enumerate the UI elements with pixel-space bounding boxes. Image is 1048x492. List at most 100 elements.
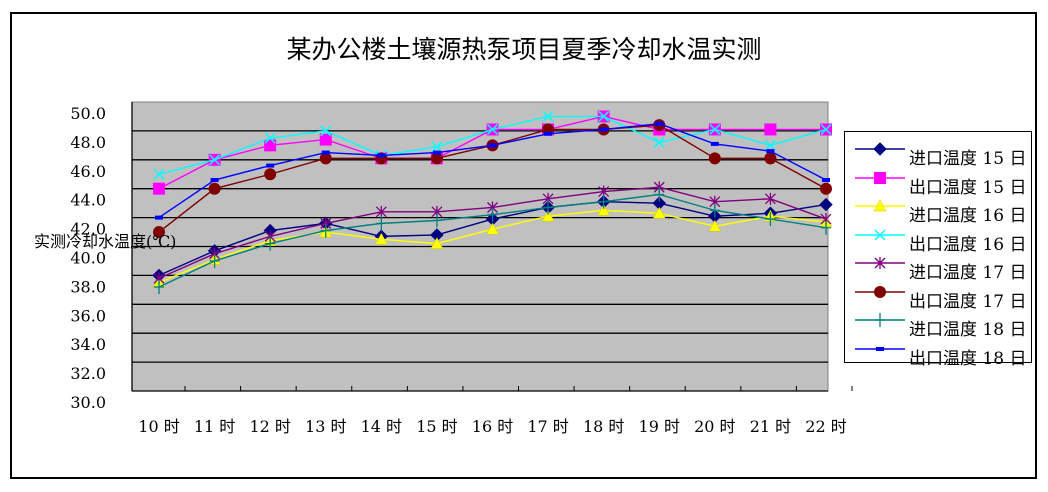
y-tick-label: 42.0 — [70, 220, 106, 239]
data-point-plus-icon — [431, 213, 442, 228]
data-point-x-icon — [542, 110, 554, 122]
data-point-triangle-icon — [541, 209, 555, 222]
data-point-plus-icon — [765, 212, 776, 227]
data-point-circle-icon — [264, 168, 277, 181]
legend-asterisk-icon — [855, 257, 905, 269]
x-tick-label: 13 时 — [305, 417, 346, 436]
data-point-square-icon — [319, 133, 332, 146]
data-point-triangle-icon — [430, 237, 444, 249]
legend-triangle-icon — [855, 199, 905, 212]
data-point-triangle-icon — [708, 219, 722, 232]
legend-label: 出口温度 17 日 — [909, 291, 1027, 312]
x-tick-label: 22 时 — [805, 417, 846, 436]
data-point-triangle-icon — [486, 222, 499, 235]
data-point-dash-icon — [599, 127, 608, 132]
legend-item: 进口温度 16 日 — [851, 197, 1031, 226]
legend-plus-icon — [855, 313, 905, 327]
legend-item: 出口温度 17 日 — [851, 283, 1031, 312]
legend-label: 进口温度 18 日 — [909, 320, 1027, 340]
data-point-circle-icon — [430, 152, 443, 165]
data-point-plus-icon — [320, 223, 331, 238]
data-point-circle-icon — [820, 182, 832, 195]
data-point-plus-icon — [598, 194, 609, 209]
data-point-square-icon — [264, 139, 277, 152]
data-point-dash-icon — [766, 149, 775, 154]
data-point-asterisk-icon — [375, 205, 387, 218]
y-tick-label: 48.0 — [70, 133, 106, 152]
data-point-triangle-icon — [374, 232, 388, 245]
data-point-dash-icon — [377, 153, 386, 158]
data-point-x-icon — [764, 139, 776, 151]
x-tick-label: 16 时 — [472, 417, 513, 436]
data-point-plus-icon — [543, 200, 554, 215]
legend-label: 出口温度 15 日 — [909, 177, 1027, 198]
data-point-dash-icon — [432, 150, 441, 155]
data-point-plus-icon — [821, 220, 831, 235]
data-point-dash-icon — [321, 150, 330, 155]
x-tick-label: 14 时 — [361, 417, 402, 436]
series-line — [154, 187, 831, 294]
y-axis-label: 实测冷却水温度(℃) — [34, 232, 177, 251]
y-tick-label: 44.0 — [70, 191, 106, 210]
data-point-dash-icon — [155, 215, 163, 220]
data-point-square-icon — [764, 123, 777, 136]
data-point-plus-icon — [265, 236, 276, 251]
legend-item: 出口温度 15 日 — [851, 169, 1031, 198]
x-tick-label: 20 时 — [694, 417, 735, 436]
y-tick-label: 30.0 — [70, 393, 106, 412]
data-point-x-icon — [431, 141, 443, 153]
x-tick-label: 12 时 — [249, 417, 290, 436]
data-point-x-icon — [264, 132, 276, 144]
legend-label: 进口温度 17 日 — [909, 263, 1027, 283]
data-point-triangle-icon — [652, 206, 666, 219]
legend-item: 出口温度 16 日 — [851, 226, 1031, 255]
data-point-x-icon — [209, 154, 221, 166]
data-point-x-icon — [653, 136, 665, 148]
legend-label: 出口温度 18 日 — [909, 348, 1027, 369]
data-point-dash-icon — [210, 178, 219, 183]
legend: 进口温度 15 日出口温度 15 日进口温度 16 日出口温度 16 日进口温度… — [844, 131, 1032, 369]
legend-label: 进口温度 15 日 — [909, 149, 1027, 169]
legend-circle-icon — [855, 285, 905, 298]
legend-dash-icon — [855, 346, 905, 351]
legend-square-icon — [855, 171, 905, 184]
data-point-dash-icon — [266, 163, 275, 168]
y-tick-label: 34.0 — [70, 335, 106, 354]
x-tick-label: 10 时 — [138, 417, 179, 436]
y-tick-label: 46.0 — [70, 162, 106, 181]
data-point-x-icon — [153, 168, 165, 180]
data-point-dash-icon — [655, 121, 664, 126]
data-point-triangle-icon — [597, 203, 611, 216]
x-tick-label: 19 时 — [639, 417, 680, 436]
legend-label: 进口温度 16 日 — [909, 206, 1027, 226]
data-point-dash-icon — [544, 131, 553, 136]
legend-item: 进口温度 17 日 — [851, 254, 1031, 283]
x-tick-label: 21 时 — [750, 417, 791, 436]
data-point-x-icon — [598, 110, 610, 122]
series-line — [155, 121, 830, 220]
data-point-circle-icon — [708, 152, 721, 165]
data-point-x-icon — [709, 123, 721, 135]
data-point-circle-icon — [319, 152, 332, 165]
y-tick-label: 50.0 — [70, 104, 106, 123]
data-point-dash-icon — [822, 178, 830, 183]
x-tick-label: 15 时 — [416, 417, 457, 436]
x-tick-label: 11 时 — [194, 417, 235, 436]
data-point-circle-icon — [208, 182, 221, 195]
data-point-x-icon — [486, 123, 499, 135]
data-point-plus-icon — [376, 216, 387, 231]
x-tick-label: 18 时 — [583, 417, 624, 436]
data-point-x-icon — [320, 125, 332, 137]
data-point-plus-icon — [487, 207, 498, 222]
y-tick-label: 38.0 — [70, 277, 106, 296]
legend-x-icon — [855, 228, 905, 241]
legend-item: 出口温度 18 日 — [851, 340, 1031, 369]
data-point-square-icon — [153, 182, 165, 195]
x-tick-label: 17 时 — [527, 417, 568, 436]
data-point-plus-icon — [209, 253, 220, 268]
data-point-diamond-icon — [819, 197, 833, 212]
y-tick-label: 32.0 — [70, 364, 106, 383]
data-point-dash-icon — [710, 141, 719, 146]
data-point-circle-icon — [764, 152, 777, 165]
